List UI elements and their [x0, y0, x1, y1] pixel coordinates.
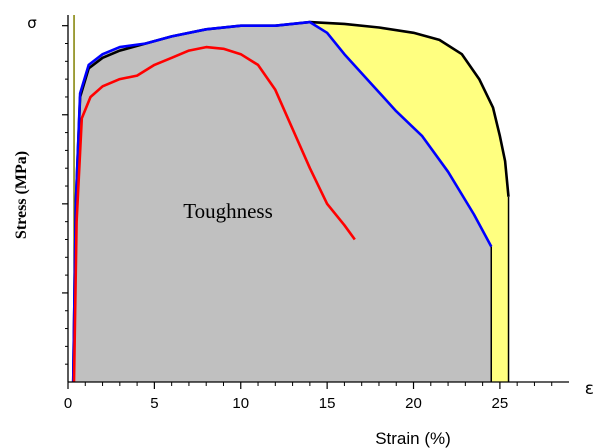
blue-series-line: [71, 20, 493, 383]
axes: [67, 15, 569, 383]
y-axis-symbol: σ: [27, 14, 37, 32]
grey-toughness-area: [73, 22, 492, 382]
x-axis-title: Strain (%): [375, 429, 451, 448]
area-fills: [73, 22, 509, 382]
x-tick-label: 20: [405, 395, 422, 412]
y-axis-title: Stress (MPa): [13, 151, 30, 239]
ticks: 0 5 10 15 20 25: [62, 25, 553, 412]
red-series-line: [72, 45, 356, 383]
x-tick-label: 0: [64, 395, 72, 412]
x-tick-label: 15: [319, 395, 336, 412]
toughness-annotation: Toughness: [183, 199, 273, 223]
x-tick-label: 25: [492, 395, 509, 412]
x-axis-symbol: ε: [585, 379, 594, 399]
x-tick-label: 5: [150, 395, 158, 412]
x-tick-label: 10: [232, 395, 249, 412]
series-lines: [71, 15, 510, 383]
